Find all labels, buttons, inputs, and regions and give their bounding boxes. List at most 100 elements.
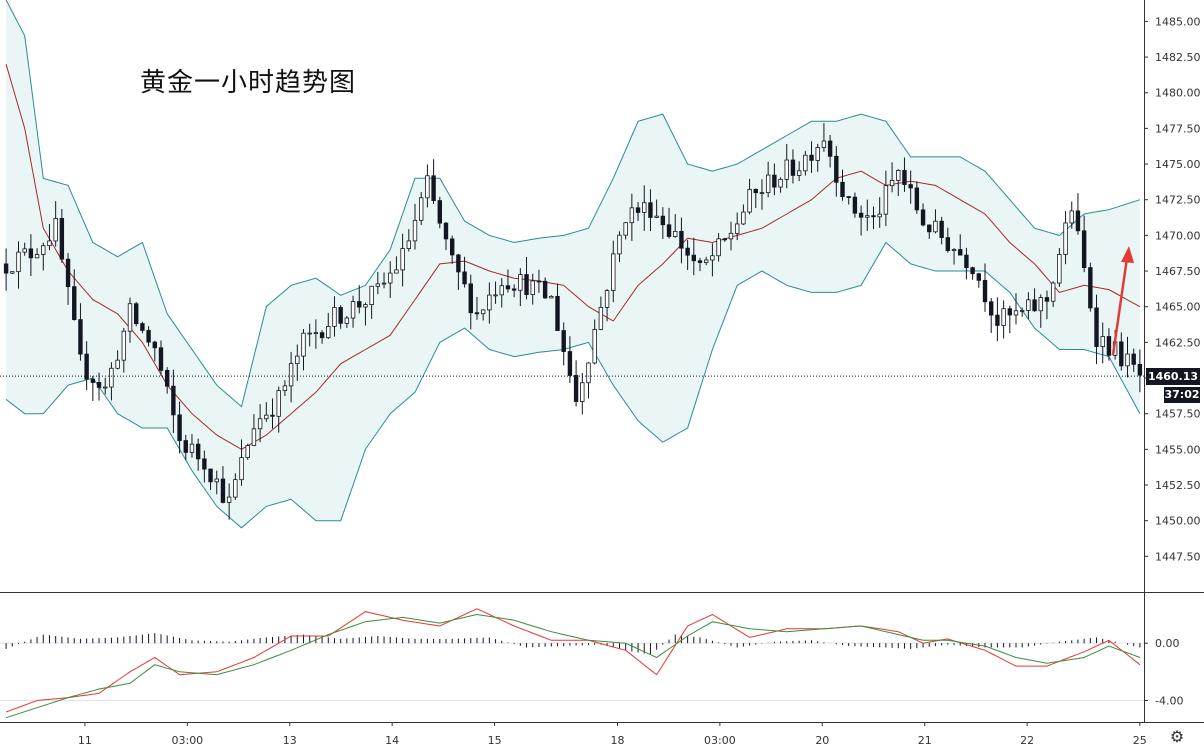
candle-body [350, 301, 356, 319]
candle-body [1125, 353, 1130, 367]
candle-body [121, 330, 127, 361]
candle-body [140, 323, 145, 331]
candle-body [400, 248, 405, 271]
candle-body [276, 390, 281, 417]
candle-body [72, 286, 77, 321]
candle-body [115, 359, 120, 369]
candle-body [78, 319, 83, 355]
candle-body [28, 248, 34, 259]
candle-body [821, 140, 827, 148]
time-tick-label: 20 [815, 734, 829, 747]
candle-body [363, 304, 368, 308]
candle-body [858, 212, 864, 218]
candle-body [1069, 210, 1074, 224]
candle-body [65, 258, 71, 288]
candle-body [765, 174, 771, 194]
candle-body [734, 223, 740, 234]
candle-body [642, 202, 647, 213]
bollinger-lower-line [5, 241, 1141, 529]
price-tick-label: 1477.50 [1155, 122, 1201, 135]
candle-body [1094, 307, 1099, 347]
candle-body [896, 170, 901, 181]
candle-body [796, 170, 802, 176]
candle-body [164, 370, 170, 387]
trend-arrow-head [1121, 246, 1134, 263]
candle-body [691, 254, 697, 262]
candle-body [660, 215, 666, 226]
candle-body [945, 237, 951, 252]
current-price-tag: 1460.13 [1146, 368, 1200, 385]
candle-body [493, 294, 498, 297]
candle-body [16, 251, 21, 273]
candle-body [22, 248, 27, 253]
candle-body [84, 353, 89, 380]
candle-body [679, 230, 684, 249]
price-tick-label: 1482.50 [1155, 51, 1201, 64]
candle-body [970, 267, 975, 275]
candle-body [1131, 353, 1136, 365]
candle-body [288, 363, 294, 387]
candle-body [920, 209, 926, 226]
price-tick-label: 1475.00 [1155, 158, 1201, 171]
candle-body [778, 178, 783, 188]
candle-body [189, 443, 195, 453]
candle-body [654, 215, 659, 218]
candle-body [375, 283, 381, 287]
candle-body [103, 386, 108, 389]
candle-body [419, 197, 424, 221]
candle-body [722, 238, 727, 241]
candle-body [555, 295, 560, 331]
candle-body [1106, 336, 1112, 356]
candle-body [381, 282, 387, 285]
candle-body [741, 211, 746, 225]
candle-body [542, 280, 548, 299]
time-tick-label: 22 [1020, 734, 1034, 747]
candle-body [1088, 267, 1093, 309]
candle-body [927, 224, 932, 233]
candle-body [902, 170, 907, 185]
candle-body [127, 303, 133, 332]
candle-body [728, 232, 734, 240]
candle-body [59, 218, 65, 260]
candle-body [586, 362, 591, 384]
candle-body [673, 230, 678, 237]
time-tick-label: 25 [1133, 734, 1147, 747]
candle-body [326, 326, 331, 339]
candle-body [648, 202, 653, 218]
candle-body [1057, 254, 1062, 284]
candle-body [982, 279, 988, 303]
candle-body [394, 269, 399, 274]
candle-body [1050, 282, 1056, 302]
candle-body [47, 240, 52, 247]
candle-body [34, 254, 40, 259]
candle-body [1119, 341, 1124, 367]
gear-icon[interactable]: ⚙ [1169, 727, 1185, 746]
candle-body [195, 443, 201, 460]
candle-body [301, 332, 306, 357]
candle-body [270, 414, 275, 417]
candle-body [524, 274, 529, 295]
candle-body [889, 179, 895, 187]
candle-body [598, 306, 604, 330]
candle-body [406, 240, 412, 249]
candle-body [951, 249, 957, 252]
candle-body [10, 271, 15, 274]
candle-body [704, 259, 709, 263]
candle-body [264, 414, 269, 420]
bar-countdown-tag: 37:02 [1164, 387, 1200, 403]
candle-body [914, 187, 920, 211]
candle-body [939, 220, 944, 238]
candle-body [617, 234, 622, 255]
candle-body [834, 155, 839, 183]
time-tick-label: 03:00 [704, 734, 736, 747]
candle-body [530, 280, 535, 295]
candle-body [487, 294, 492, 311]
time-tick-label: 15 [488, 734, 502, 747]
candle-body [1007, 308, 1012, 316]
candle-body [840, 181, 845, 198]
candle-body [623, 222, 628, 236]
candle-body [790, 159, 796, 176]
candle-body [964, 254, 969, 269]
